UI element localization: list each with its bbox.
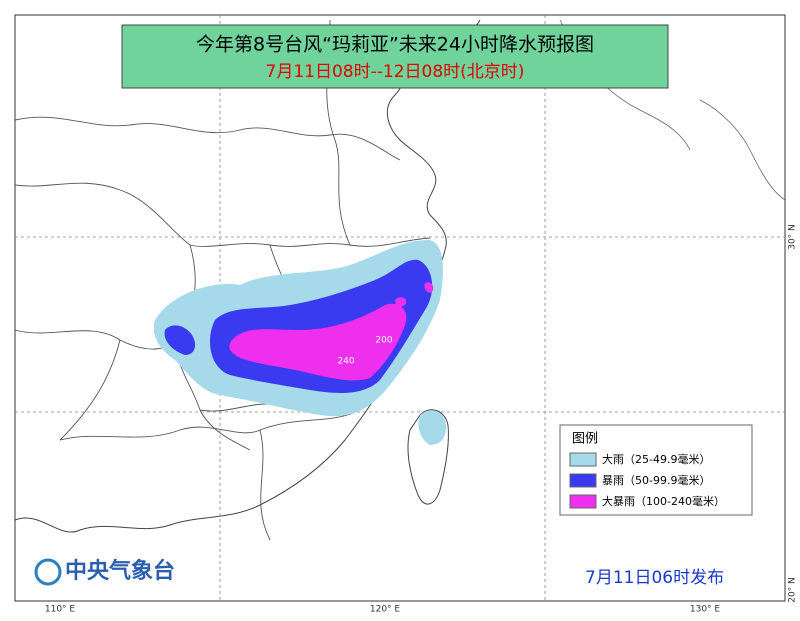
legend-swatch [569, 494, 597, 509]
legend-swatch [569, 452, 597, 467]
lat-label: 30° N [788, 224, 798, 250]
rainstorm-area-west [164, 325, 196, 355]
legend-item: 大暴雨（100-240毫米） [602, 494, 725, 508]
legend-title: 图例 [572, 432, 598, 447]
legend-item: 暴雨（50-99.9毫米） [602, 473, 710, 487]
title: 今年第8号台风“玛莉亚”未来24小时降水预报图 [196, 34, 594, 56]
agency: 中央气象台 [65, 558, 175, 584]
lon-label: 110° E [45, 605, 76, 615]
graticule [15, 15, 785, 601]
lon-label: 130° E [690, 605, 721, 615]
legend-item: 大雨（25-49.9毫米） [602, 452, 710, 466]
boundaries [14, 19, 431, 541]
subtitle: 7月11日08时--12日08时(北京时) [266, 62, 525, 82]
lat-label: 20° N [788, 577, 798, 603]
japan-coast [699, 99, 786, 201]
lon-label: 120° E [370, 605, 401, 615]
heavy-rain-area-taiwan [418, 410, 447, 445]
legend-swatch [569, 473, 597, 488]
logo [34, 558, 62, 586]
severe-rainstorm-spots [395, 282, 434, 307]
title-box [121, 24, 669, 89]
issued-time: 7月11日06时发布 [585, 568, 724, 588]
contour-label: 240 [337, 357, 354, 367]
severe-rainstorm-area [229, 303, 407, 381]
contour-label: 200 [375, 336, 392, 346]
